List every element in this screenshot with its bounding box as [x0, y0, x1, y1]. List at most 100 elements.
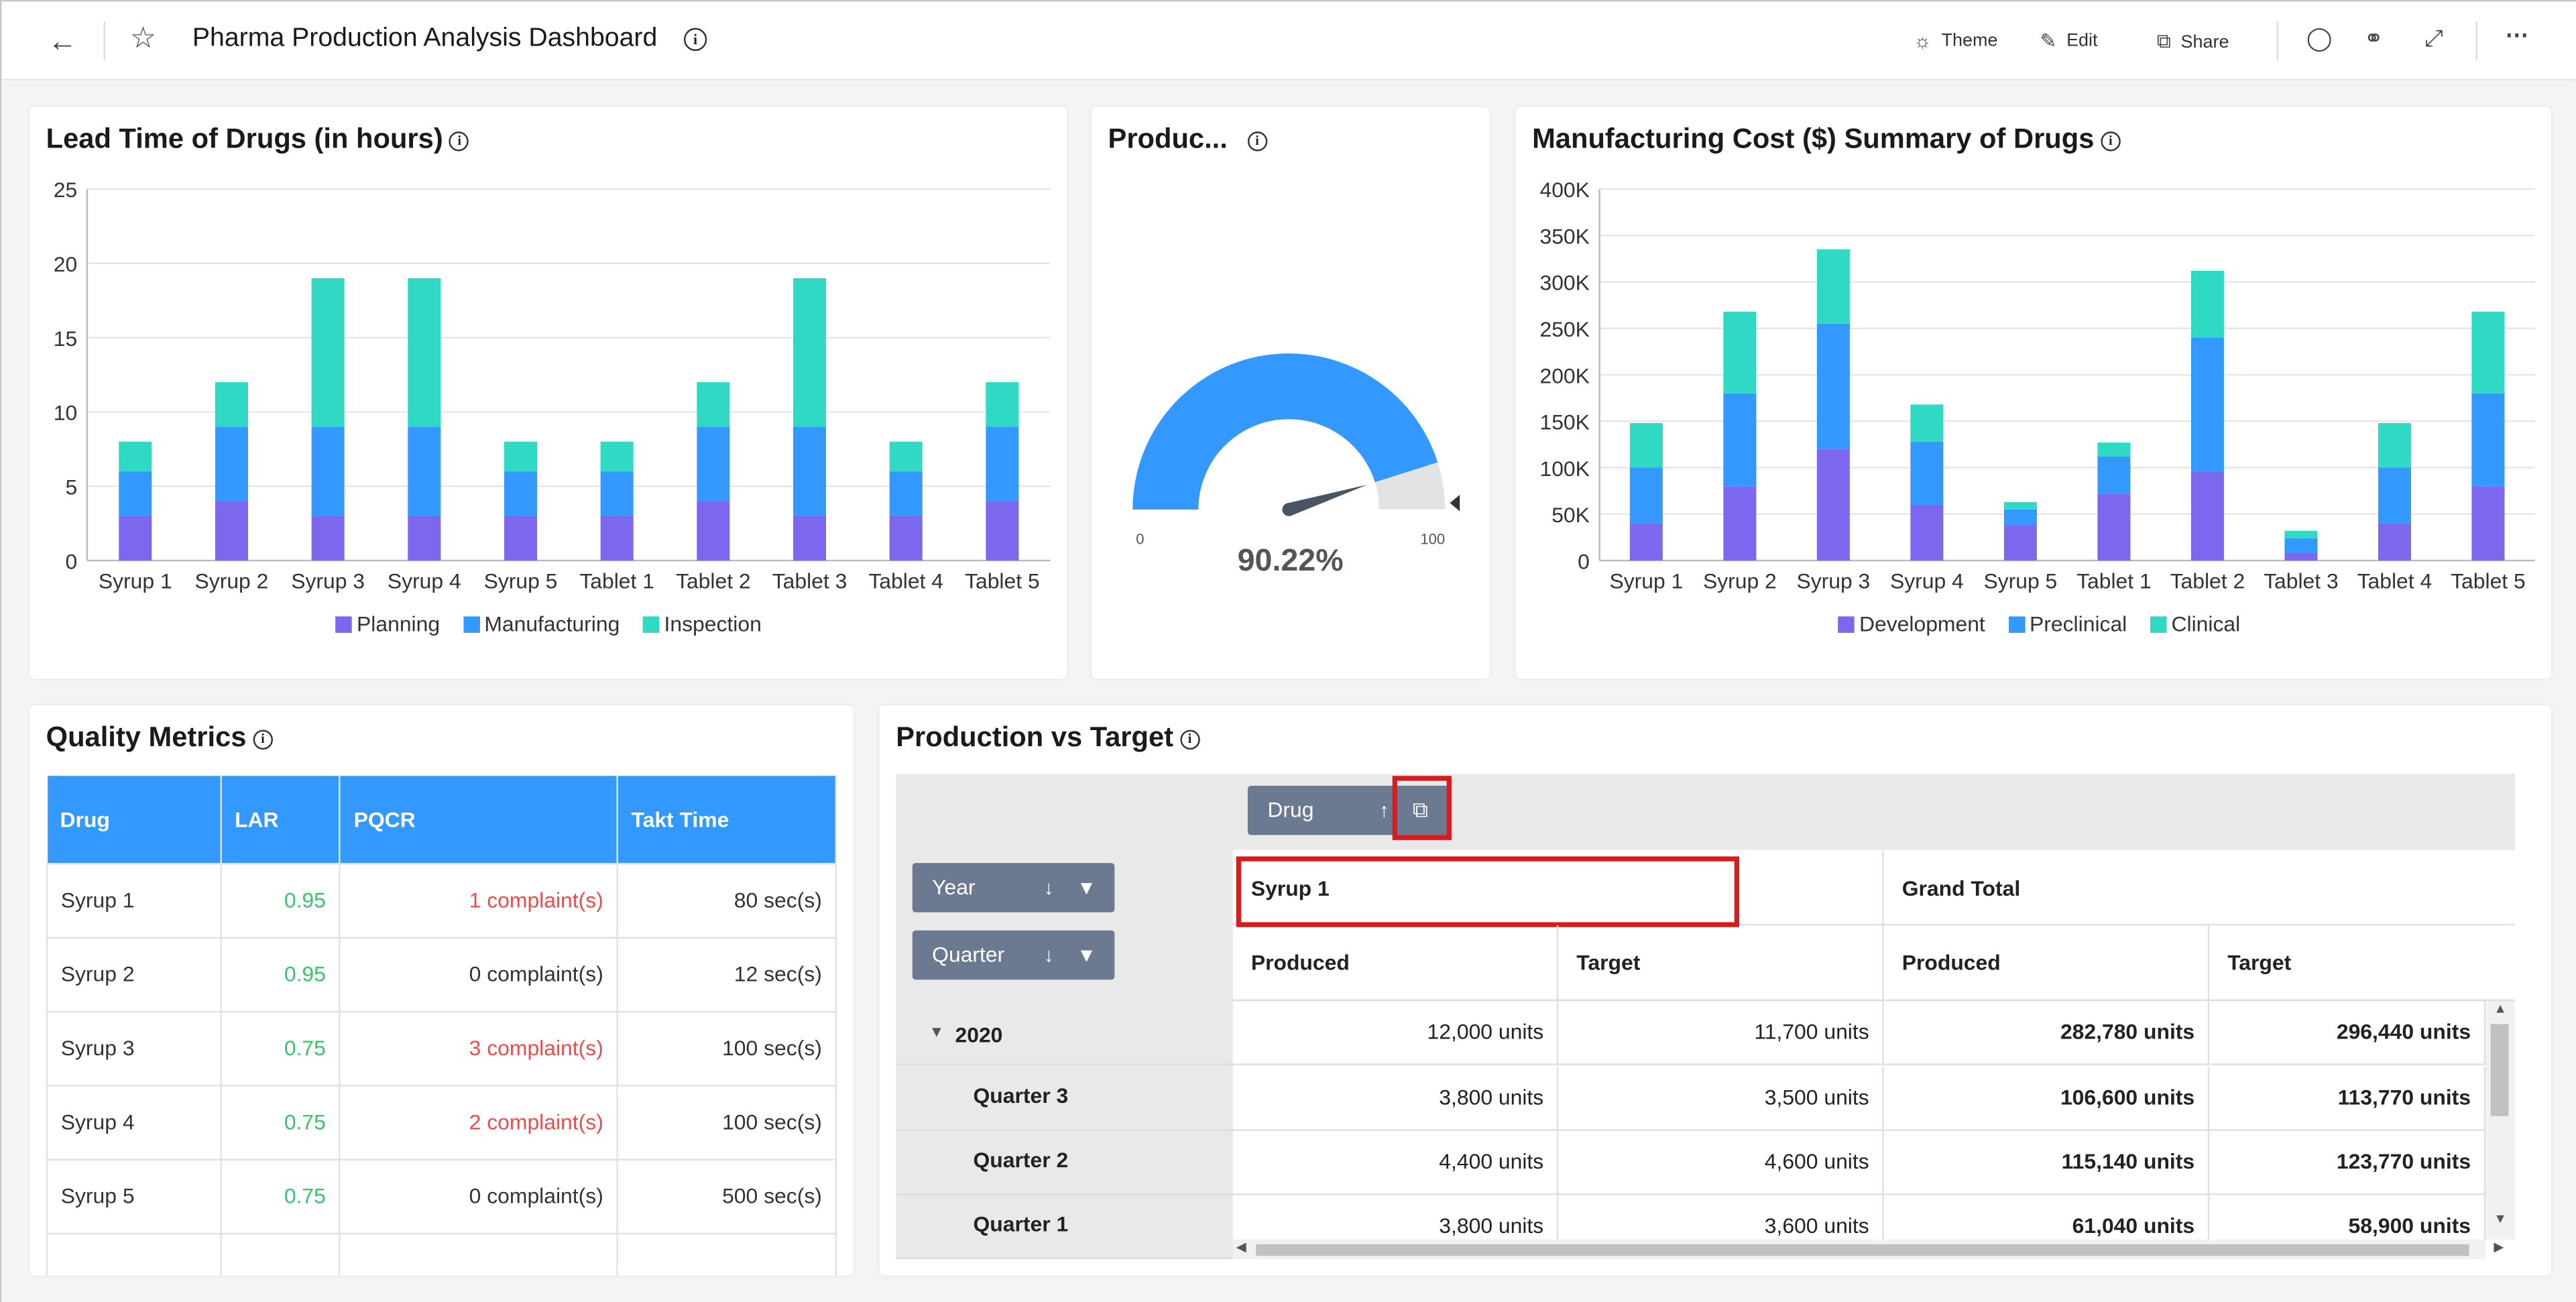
bar-manufacturing [215, 426, 248, 501]
filter-icon[interactable]: ▼ [1076, 876, 1097, 900]
sun-icon: ☼ [1913, 29, 1932, 53]
pqcr-cell: 3 complaint(s) [339, 1010, 618, 1086]
lead-time-legend: Planning Manufacturing Inspection [335, 611, 762, 636]
table-row[interactable] [46, 1232, 837, 1276]
lead-time-chart: 0 5 10 15 20 25 Syrup 1 Syrup 2 Syrup 3 Syrup 4 Sy… [54, 178, 1051, 593]
bar-clinical [2003, 501, 2037, 510]
table-row[interactable]: Syrup 4 0.75 2 complaint(s) 100 sec(s) [46, 1083, 837, 1160]
pivot-row-quarter[interactable]: Quarter 2 [896, 1131, 1233, 1195]
measure-label: Target [1576, 950, 1641, 975]
drug-cell: Syrup 4 [46, 1083, 222, 1160]
info-icon[interactable]: i [683, 27, 707, 52]
pivot-value-cell: 113,770 units [2209, 1067, 2486, 1131]
year-field-chip[interactable]: Year ↓ ▼ [912, 863, 1115, 912]
horizontal-scrollbar[interactable]: ◀ ▶ [1232, 1239, 2504, 1260]
sort-down-icon[interactable]: ↓ [1043, 876, 1054, 900]
y-tick-label: 300K [1539, 271, 1589, 295]
y-tick-label: 150K [1539, 410, 1589, 434]
y-tick-label: 250K [1539, 317, 1589, 341]
scroll-right-icon[interactable]: ▶ [2494, 1239, 2504, 1254]
edit-label: Edit [2066, 31, 2098, 52]
gauge-title-text: Produc... [1108, 123, 1228, 155]
share-button[interactable]: ⧉ Share [2157, 29, 2229, 54]
pivot-value-cell: 115,140 units [1883, 1130, 2210, 1195]
bar-preclinical [1723, 393, 1757, 487]
maximize-icon[interactable]: ⤢ [2424, 24, 2443, 52]
legend-item-inspection[interactable]: Inspection [642, 611, 762, 636]
pqcr-cell: 0 complaint(s) [339, 1158, 618, 1234]
legend-label: Clinical [2171, 611, 2241, 636]
filter-remove-icon[interactable]: ⧉ [1394, 785, 1447, 835]
measure-header[interactable]: Target [2209, 925, 2516, 1002]
quarter-field-chip[interactable]: Quarter ↓ ▼ [912, 930, 1115, 980]
scroll-thumb[interactable] [2490, 1024, 2509, 1116]
filter-icon[interactable]: ▼ [1076, 943, 1097, 967]
scroll-thumb[interactable] [1256, 1244, 2469, 1256]
column-header-grand-total[interactable]: Grand Total [1883, 850, 2516, 926]
measure-header[interactable]: Produced [1232, 925, 1559, 1002]
bar-preclinical [1910, 441, 1944, 505]
table-row[interactable]: Syrup 5 0.75 0 complaint(s) 500 sec(s) [46, 1158, 837, 1234]
lead-time-title: Lead Time of Drugs (in hours) i [46, 123, 469, 156]
legend-item-planning[interactable]: Planning [335, 611, 440, 636]
y-tick-label: 10 [54, 401, 77, 425]
table-row[interactable]: Syrup 3 0.75 3 complaint(s) 100 sec(s) [46, 1010, 837, 1086]
info-icon[interactable]: i [2101, 131, 2121, 152]
pivot-row-label: 2020 [955, 1022, 1003, 1047]
pivot-row-quarter[interactable]: Quarter 1 [896, 1195, 1233, 1260]
x-tick-label: Syrup 3 [291, 569, 365, 593]
star-icon[interactable]: ☆ [129, 21, 157, 54]
measure-header[interactable]: Produced [1883, 925, 2210, 1002]
column-header[interactable]: Takt Time [617, 776, 837, 864]
info-icon[interactable]: i [1247, 131, 1267, 152]
pivot-title-text: Production vs Target [896, 721, 1174, 753]
bar-planning [793, 516, 827, 561]
column-header[interactable]: LAR [221, 776, 341, 864]
y-tick-label: 200K [1539, 363, 1589, 388]
vertical-scrollbar[interactable]: ▲ ▼ [2485, 1001, 2516, 1240]
legend-item-development[interactable]: Development [1838, 611, 1985, 636]
collapse-caret-icon[interactable]: ▾ [932, 1022, 941, 1043]
table-row[interactable]: Syrup 1 0.95 1 complaint(s) 80 sec(s) [46, 862, 837, 938]
info-icon[interactable]: i [449, 131, 469, 152]
dashboard-canvas: Lead Time of Drugs (in hours) i 0 5 10 15 20 2… [3, 80, 2576, 1302]
scroll-down-icon[interactable]: ▼ [2494, 1211, 2507, 1227]
quality-metrics-card: Quality Metrics i Drug LAR PQCR Takt Time… [30, 705, 854, 1276]
more-options-icon[interactable]: ⋯ [2505, 21, 2528, 48]
takt-cell: 100 sec(s) [616, 1010, 837, 1086]
pivot-grid: Drug ↑ ⧉ Year ↓ ▼ Quarter ↓ ▼ [896, 774, 2516, 1260]
scroll-left-icon[interactable]: ◀ [1236, 1239, 1246, 1254]
edit-button[interactable]: ✎ Edit [2040, 29, 2098, 52]
pivot-title: Production vs Target i [896, 721, 1200, 754]
column-header[interactable]: Drug [46, 776, 222, 864]
lead-time-card: Lead Time of Drugs (in hours) i 0 5 10 15 20 2… [30, 107, 1067, 679]
info-icon[interactable]: i [253, 729, 273, 750]
theme-button[interactable]: ☼ Theme [1914, 29, 1998, 52]
pivot-row-label: Quarter 2 [973, 1147, 1069, 1173]
legend-item-manufacturing[interactable]: Manufacturing [463, 611, 620, 636]
legend-item-preclinical[interactable]: Preclinical [2008, 611, 2127, 636]
legend-item-clinical[interactable]: Clinical [2150, 611, 2241, 636]
measure-header[interactable]: Target [1558, 925, 1884, 1002]
back-arrow-icon[interactable]: ← [48, 24, 78, 58]
glasses-icon[interactable]: ⚭ [2363, 24, 2384, 52]
x-tick-label: Tablet 3 [772, 569, 847, 593]
bar-chart-icon [642, 616, 660, 633]
legend-label: Planning [357, 611, 441, 636]
pivot-row-year[interactable]: ▾ 2020 [896, 1001, 1233, 1065]
sort-down-icon[interactable]: ↓ [1043, 943, 1054, 967]
comment-icon[interactable]: ◯ [2306, 24, 2333, 52]
sort-arrow-icon[interactable]: ↑ [1379, 798, 1389, 822]
column-header[interactable]: PQCR [339, 776, 618, 864]
scroll-up-icon[interactable]: ▲ [2494, 1001, 2507, 1016]
takt-cell: 500 sec(s) [616, 1158, 837, 1234]
bar-manufacturing [119, 471, 152, 516]
highlight-box [1236, 856, 1740, 927]
info-icon[interactable]: i [1179, 729, 1200, 750]
table-row[interactable]: Syrup 2 0.95 0 complaint(s) 12 sec(s) [46, 936, 837, 1012]
x-tick-label: Syrup 2 [195, 569, 269, 593]
pivot-row-quarter[interactable]: Quarter 3 [896, 1067, 1233, 1131]
bar-planning [697, 501, 730, 561]
bar-planning [889, 516, 923, 561]
